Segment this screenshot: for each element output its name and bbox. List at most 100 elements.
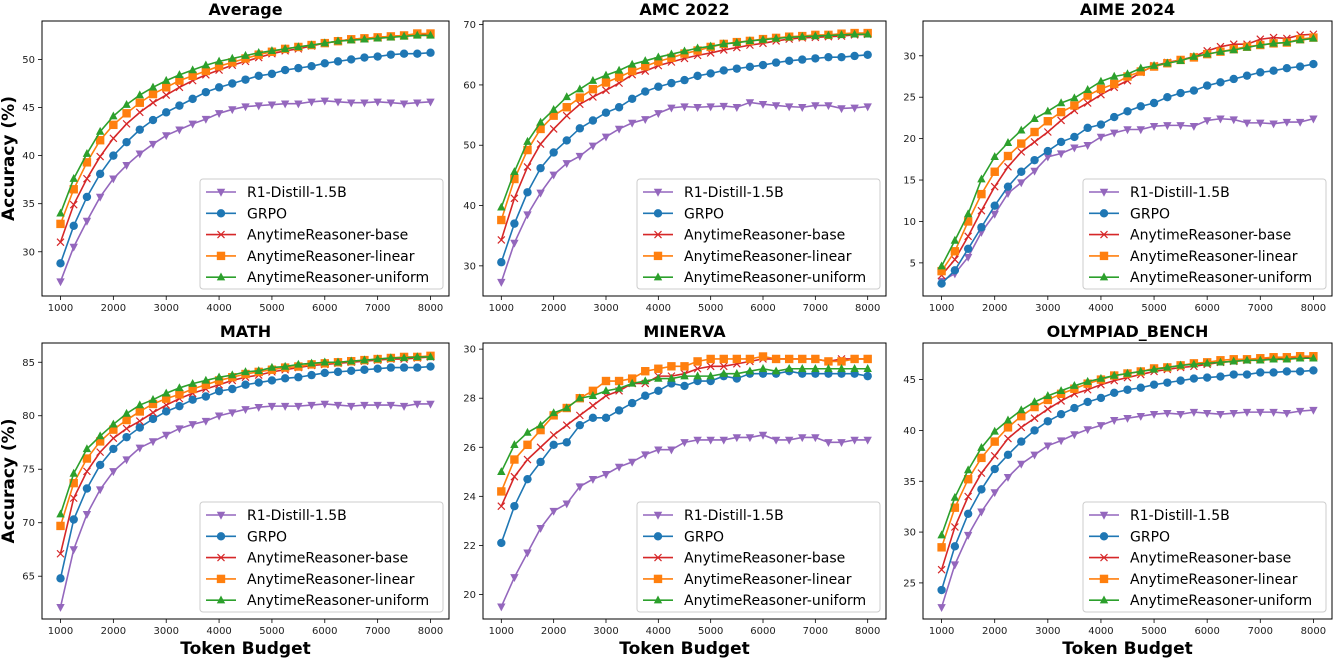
data-point <box>148 438 158 447</box>
y-tick-label: 25 <box>903 578 916 589</box>
data-point <box>109 419 118 428</box>
data-point <box>732 64 742 73</box>
series-anytimereasoner-uniform <box>497 364 872 475</box>
data-point <box>386 353 396 362</box>
data-point <box>135 407 144 416</box>
data-point <box>837 52 846 62</box>
data-point <box>82 510 92 519</box>
data-point <box>510 194 519 203</box>
data-point <box>69 200 78 209</box>
data-point <box>96 448 105 457</box>
data-point <box>990 451 999 460</box>
data-point <box>641 62 650 71</box>
series-r1-distill-1-5b <box>56 97 435 287</box>
data-point <box>601 70 611 79</box>
data-point <box>693 357 702 366</box>
x-tick-label: 2000 <box>982 303 1007 314</box>
data-point <box>1282 409 1292 418</box>
series-grpo <box>56 48 435 268</box>
data-point <box>627 378 637 387</box>
data-point <box>719 362 728 371</box>
data-point <box>977 469 986 478</box>
data-point <box>135 150 144 159</box>
x-tick-label: 1000 <box>489 626 514 637</box>
data-point <box>254 102 263 111</box>
subplot-title: MATH <box>220 322 271 341</box>
data-point <box>175 425 184 434</box>
data-point <box>1017 460 1026 469</box>
data-point <box>706 354 715 364</box>
data-point <box>333 36 343 45</box>
data-point <box>602 86 610 95</box>
data-point <box>523 427 532 436</box>
data-point <box>280 44 290 53</box>
data-point <box>95 460 105 470</box>
subplot-math: MATH 1000 2000 3000 4000 5000 6000 7000 8000 65 70… <box>0 322 450 659</box>
data-point <box>1096 84 1106 94</box>
data-point <box>950 503 960 512</box>
data-point <box>964 492 973 501</box>
data-point <box>373 98 382 107</box>
data-point <box>82 192 92 202</box>
data-point <box>1295 353 1305 362</box>
data-point <box>950 247 960 256</box>
legend-label: AnytimeReasoner-linear <box>1130 249 1298 265</box>
data-point <box>1030 155 1039 165</box>
data-point <box>654 386 663 396</box>
data-point <box>320 97 329 106</box>
data-point <box>69 494 78 503</box>
axes-frame <box>922 342 1333 620</box>
data-point <box>850 51 859 61</box>
data-point <box>745 366 755 375</box>
data-point <box>1229 356 1238 365</box>
data-point <box>135 125 144 134</box>
data-point <box>280 402 290 411</box>
data-point <box>82 454 92 463</box>
series-r1-distill-1-5b <box>937 115 1318 286</box>
data-point <box>719 66 728 75</box>
data-point <box>1004 162 1012 171</box>
data-point <box>627 94 637 103</box>
data-point <box>399 49 409 58</box>
x-tick-label: 5000 <box>698 303 723 314</box>
data-point <box>1242 42 1252 51</box>
data-point <box>641 391 650 400</box>
x-tick-label: 4000 <box>206 303 231 314</box>
data-point <box>175 390 184 399</box>
data-point <box>1030 138 1039 146</box>
data-point <box>680 362 689 371</box>
x-tick-label: 4000 <box>1088 303 1113 314</box>
data-point <box>1099 574 1109 584</box>
data-point <box>122 432 131 442</box>
data-point <box>1110 129 1119 138</box>
data-point <box>824 52 833 62</box>
data-point <box>294 100 303 109</box>
data-point <box>426 98 435 107</box>
data-point <box>627 398 637 408</box>
data-point <box>280 361 290 370</box>
y-tick-label: 20 <box>903 134 916 145</box>
data-point <box>56 259 65 268</box>
data-point <box>1017 411 1026 421</box>
subplot-average: Average 1000 2000 3000 4000 5000 6000 7000 8000 3… <box>0 0 450 314</box>
data-point <box>333 367 343 377</box>
data-point <box>1003 151 1013 161</box>
data-point <box>601 471 611 479</box>
data-point <box>798 354 807 364</box>
data-point <box>601 413 611 423</box>
data-point <box>1017 167 1026 176</box>
data-point <box>413 49 422 58</box>
data-point <box>122 456 131 465</box>
data-point <box>214 61 224 71</box>
data-point <box>320 59 329 68</box>
data-point <box>216 251 226 261</box>
data-point <box>216 574 226 584</box>
data-point <box>1136 126 1145 135</box>
data-point <box>1163 409 1172 418</box>
data-point <box>162 431 171 440</box>
data-point <box>588 84 598 94</box>
data-point <box>175 401 184 411</box>
data-point <box>1242 71 1252 80</box>
data-point <box>510 239 519 248</box>
y-tick-label: 60 <box>463 80 476 91</box>
